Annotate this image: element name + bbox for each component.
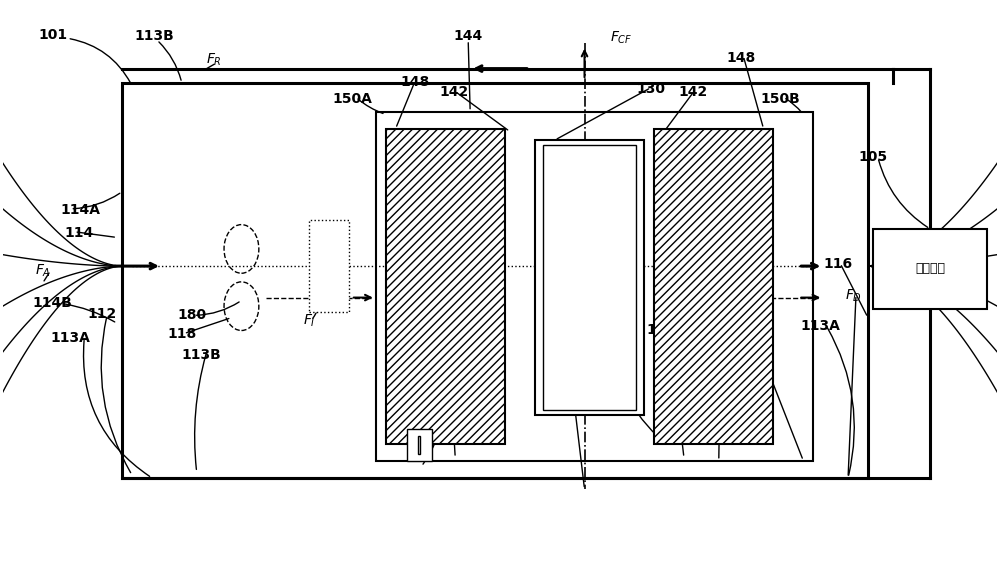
Text: 142: 142 [678, 85, 708, 99]
Bar [407, 429, 432, 461]
Text: 118: 118 [167, 327, 196, 340]
Text: 113A: 113A [800, 318, 840, 332]
Text: 146: 146 [593, 325, 622, 339]
Text: $F_R$: $F_R$ [206, 52, 222, 68]
Text: 114: 114 [64, 226, 94, 240]
Text: 113B: 113B [182, 348, 222, 362]
Text: $F_A$: $F_A$ [35, 262, 51, 279]
Text: 130: 130 [637, 81, 666, 95]
Bar [654, 129, 773, 443]
Bar [309, 220, 349, 312]
Bar [535, 140, 644, 415]
Bar [376, 112, 813, 461]
Text: 114A: 114A [60, 203, 100, 217]
Text: 112: 112 [88, 307, 117, 321]
Text: $F_{CF}$: $F_{CF}$ [610, 30, 633, 46]
Text: 150A: 150A [333, 92, 373, 106]
Text: 105: 105 [858, 150, 887, 164]
Text: $F_D$: $F_D$ [845, 288, 862, 304]
Text: 142: 142 [440, 85, 469, 99]
Text: 148: 148 [726, 51, 755, 65]
Text: 103: 103 [888, 269, 917, 283]
Text: $F_I$: $F_I$ [303, 312, 315, 329]
Text: 调节空间: 调节空间 [915, 262, 945, 276]
Text: 120: 120 [702, 325, 731, 339]
Text: 110: 110 [732, 320, 761, 334]
Text: 165: 165 [428, 361, 457, 375]
Text: 116: 116 [824, 257, 853, 271]
Text: 170: 170 [428, 336, 457, 350]
Text: $A_1$: $A_1$ [555, 342, 572, 358]
Bar [122, 83, 868, 478]
Bar [543, 144, 636, 410]
Text: 114B: 114B [33, 297, 72, 310]
Text: 172: 172 [386, 323, 415, 337]
Text: 144: 144 [454, 29, 483, 43]
Text: 146: 146 [454, 325, 483, 339]
Bar [873, 229, 987, 309]
Text: 140: 140 [647, 323, 676, 337]
Text: 101: 101 [38, 28, 67, 42]
Bar [418, 436, 420, 454]
Text: 148: 148 [401, 75, 430, 89]
Text: 113A: 113A [50, 331, 90, 344]
Text: 113B: 113B [134, 29, 174, 43]
Text: 150B: 150B [761, 92, 800, 106]
Bar [386, 129, 505, 443]
Text: 180: 180 [177, 308, 206, 323]
